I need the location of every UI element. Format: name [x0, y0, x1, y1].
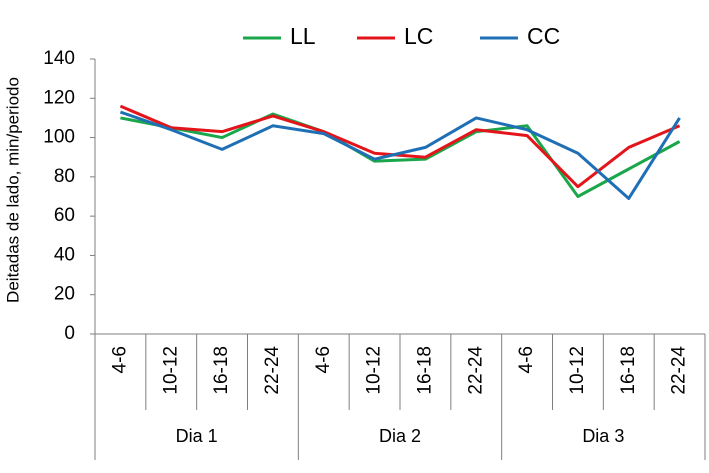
- x-tick-label: 10-12: [567, 346, 588, 395]
- x-tick-label: 22-24: [262, 346, 283, 395]
- group-label: Dia 1: [176, 426, 218, 446]
- y-tick-label: 80: [54, 166, 75, 187]
- y-tick-label: 100: [43, 127, 75, 148]
- group-label: Dia 3: [582, 426, 624, 446]
- y-tick-label: 140: [43, 48, 75, 69]
- y-axis-label: Deitadas de lado, min/periodo: [3, 77, 22, 303]
- x-tick-label: 22-24: [465, 346, 486, 395]
- x-tick-label: 4-6: [516, 346, 537, 373]
- y-tick-label: 0: [64, 323, 75, 344]
- y-tick-label: 120: [43, 87, 75, 108]
- x-tick-label: 16-18: [618, 346, 639, 395]
- legend-label: LL: [290, 23, 316, 49]
- group-label: Dia 2: [379, 426, 421, 446]
- x-tick-label: 10-12: [364, 346, 385, 395]
- x-tick-label: 4-6: [313, 346, 334, 373]
- legend-label: CC: [527, 23, 560, 49]
- series-line: [119, 110, 681, 200]
- legend-label: LC: [404, 23, 433, 49]
- y-tick-label: 20: [54, 284, 75, 305]
- x-tick-label: 22-24: [669, 346, 690, 395]
- series-line: [120, 112, 681, 198]
- series-line: [119, 104, 681, 189]
- x-tick-label: 16-18: [414, 346, 435, 395]
- x-tick-label: 10-12: [160, 346, 181, 395]
- y-tick-label: 40: [54, 244, 75, 265]
- x-tick-label: 16-18: [211, 346, 232, 395]
- y-tick-label: 60: [54, 205, 75, 226]
- x-tick-label: 4-6: [109, 346, 130, 373]
